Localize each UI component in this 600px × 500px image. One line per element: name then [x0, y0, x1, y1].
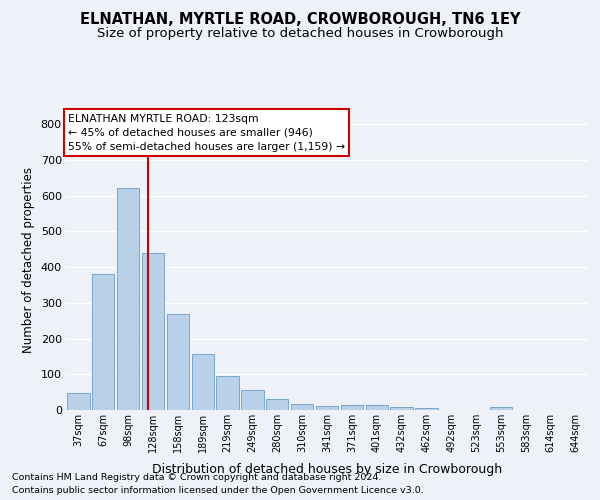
Bar [191, 354, 214, 410]
Bar [291, 404, 313, 410]
Bar [92, 274, 115, 410]
Bar [142, 253, 164, 410]
Bar [415, 408, 437, 410]
Bar [490, 407, 512, 410]
Bar [341, 406, 363, 410]
Text: Contains HM Land Registry data © Crown copyright and database right 2024.: Contains HM Land Registry data © Crown c… [12, 474, 382, 482]
Bar [217, 376, 239, 410]
Bar [391, 407, 413, 410]
Bar [67, 393, 89, 410]
Bar [266, 400, 289, 410]
Text: Contains public sector information licensed under the Open Government Licence v3: Contains public sector information licen… [12, 486, 424, 495]
Y-axis label: Number of detached properties: Number of detached properties [22, 167, 35, 353]
X-axis label: Distribution of detached houses by size in Crowborough: Distribution of detached houses by size … [152, 464, 502, 476]
Text: Size of property relative to detached houses in Crowborough: Size of property relative to detached ho… [97, 28, 503, 40]
Bar [316, 406, 338, 410]
Bar [365, 404, 388, 410]
Text: ELNATHAN, MYRTLE ROAD, CROWBOROUGH, TN6 1EY: ELNATHAN, MYRTLE ROAD, CROWBOROUGH, TN6 … [80, 12, 520, 28]
Bar [117, 188, 139, 410]
Bar [241, 390, 263, 410]
Bar [167, 314, 189, 410]
Text: ELNATHAN MYRTLE ROAD: 123sqm
← 45% of detached houses are smaller (946)
55% of s: ELNATHAN MYRTLE ROAD: 123sqm ← 45% of de… [68, 114, 345, 152]
